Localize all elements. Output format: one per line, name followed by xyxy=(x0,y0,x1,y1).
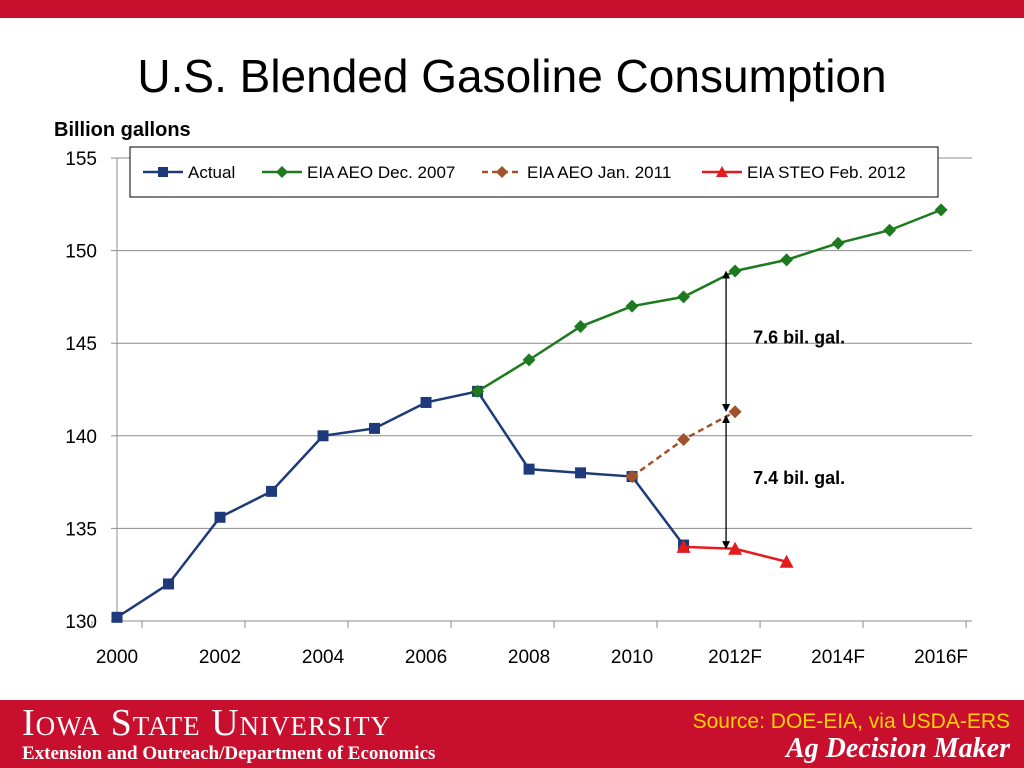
x-tick-label: 2014F xyxy=(811,647,865,668)
x-tick-label: 2002 xyxy=(199,647,241,668)
legend-label-1: Actual xyxy=(188,163,235,182)
data-point-series-2 xyxy=(522,353,536,367)
data-point-series-1 xyxy=(111,611,123,623)
y-tick-label: 155 xyxy=(65,149,97,170)
top-accent-bar xyxy=(0,0,1024,18)
x-tick-label: 2006 xyxy=(405,647,447,668)
data-point-series-1 xyxy=(523,463,535,475)
data-point-series-3 xyxy=(677,433,691,447)
data-point-series-2 xyxy=(728,264,742,278)
legend-label-3: EIA AEO Jan. 2011 xyxy=(527,163,671,182)
data-point-series-2 xyxy=(934,203,948,217)
y-tick-label: 135 xyxy=(65,519,97,540)
data-point-series-2 xyxy=(883,223,897,237)
y-tick-label: 140 xyxy=(65,427,97,448)
source-text: Source: DOE-EIA, via USDA-ERS xyxy=(692,710,1010,733)
data-point-series-2 xyxy=(471,384,485,398)
legend-marker-4 xyxy=(716,166,728,177)
series-line-2 xyxy=(476,208,942,393)
university-wordmark: Iowa State University xyxy=(22,702,392,744)
series-line-1 xyxy=(116,389,685,619)
data-point-series-3 xyxy=(625,470,639,484)
x-tick-label: 2012F xyxy=(708,647,762,668)
data-point-series-4 xyxy=(728,541,743,555)
legend-marker-3 xyxy=(496,166,508,178)
data-point-series-1 xyxy=(266,485,278,497)
data-point-series-1 xyxy=(420,396,432,408)
data-point-series-1 xyxy=(163,578,175,590)
footer-band: Iowa State University Extension and Outr… xyxy=(0,700,1024,768)
annotation-label-1: 7.6 bil. gal. xyxy=(753,327,845,347)
data-point-series-1 xyxy=(575,467,587,479)
y-axis-title: Billion gallons xyxy=(54,119,191,141)
data-point-series-2 xyxy=(625,299,639,313)
data-point-series-3 xyxy=(728,405,742,419)
data-point-series-2 xyxy=(831,236,845,250)
line-chart: 130 135 140 145 150 155 2000 2002 2004 2006 2008 20… xyxy=(54,119,972,668)
data-point-series-1 xyxy=(214,511,226,523)
brand-wordmark: Ag Decision Maker xyxy=(786,733,1010,764)
y-tick-label: 130 xyxy=(65,612,97,633)
page-title: U.S. Blended Gasoline Consumption xyxy=(137,50,887,102)
legend-label-2: EIA AEO Dec. 2007 xyxy=(307,163,455,182)
legend-marker-1 xyxy=(158,167,168,177)
department-text: Extension and Outreach/Department of Eco… xyxy=(22,743,436,764)
data-point-series-1 xyxy=(369,422,381,434)
data-point-series-2 xyxy=(574,320,588,334)
x-tick-label: 2004 xyxy=(302,647,345,668)
data-point-series-2 xyxy=(677,290,691,304)
legend-label-4: EIA STEO Feb. 2012 xyxy=(747,163,906,182)
y-tick-label: 150 xyxy=(65,242,97,263)
x-tick-label: 2016F xyxy=(914,647,968,668)
legend-marker-2 xyxy=(276,166,288,178)
x-tick-label: 2008 xyxy=(508,647,550,668)
y-tick-label: 145 xyxy=(65,334,97,355)
data-point-series-1 xyxy=(317,430,329,442)
annotation-label-2: 7.4 bil. gal. xyxy=(753,468,845,488)
data-point-series-2 xyxy=(780,253,794,267)
x-tick-label: 2000 xyxy=(96,647,138,668)
data-point-series-4 xyxy=(676,539,691,553)
x-tick-label: 2010 xyxy=(611,647,653,668)
data-point-series-4 xyxy=(779,554,794,568)
